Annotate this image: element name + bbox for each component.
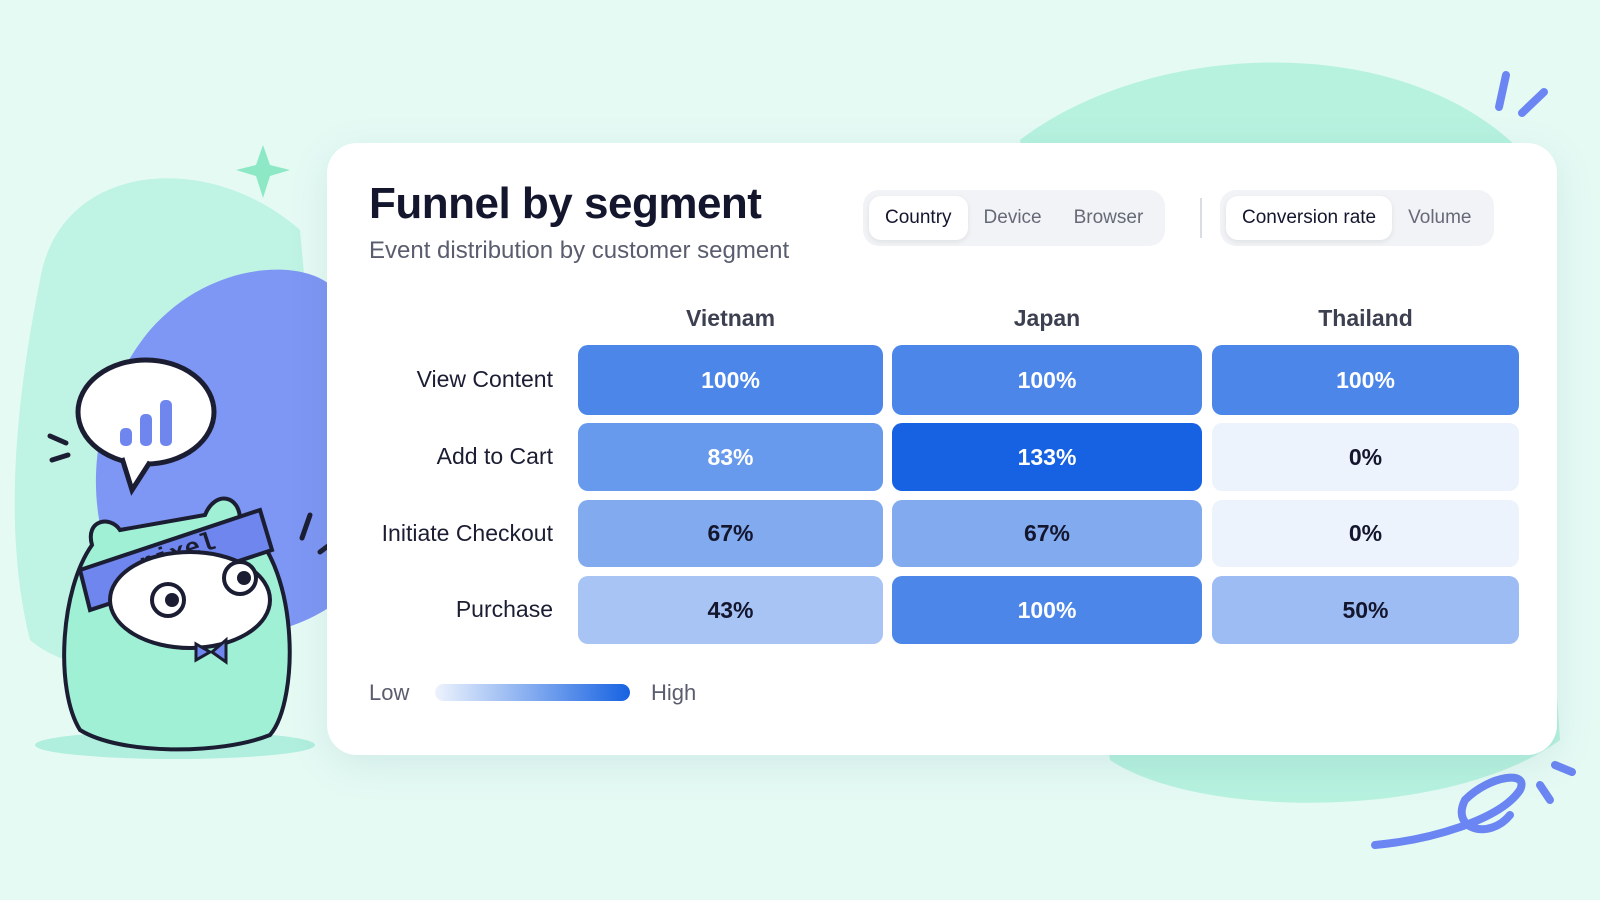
cell-label: 67% (1023, 520, 1071, 546)
cell-label: 100% (1017, 366, 1077, 393)
heatmap-cell: 100% (578, 345, 883, 415)
cell-label: 0% (1348, 443, 1383, 470)
heatmap-cell: 133% (892, 423, 1202, 491)
segment-tabs: Country Device Browser (863, 190, 1166, 246)
divider (1200, 198, 1202, 238)
cell-label: 50% (1342, 596, 1389, 623)
heatmap-cell: 100% (892, 345, 1202, 415)
heatmap-cell: 0% (1212, 423, 1519, 491)
row-label: View Content (416, 366, 553, 392)
cell-label: 100% (701, 366, 760, 393)
metric-tab[interactable]: Conversion rate (1226, 196, 1393, 240)
heatmap-cell: 0% (1212, 500, 1519, 567)
row-label: Initiate Checkout (381, 519, 553, 546)
metric-tab[interactable]: Volume (1408, 207, 1472, 228)
chart-title: Funnel by segment (369, 179, 762, 228)
heatmap-cell: 50% (1212, 576, 1519, 644)
mascot: pixel (35, 357, 339, 759)
segment-tab[interactable]: Device (983, 207, 1042, 228)
cell-label: 83% (707, 443, 754, 470)
heatmap-cell: 67% (892, 500, 1202, 567)
cell-label: 100% (1336, 366, 1395, 393)
sparkle (236, 145, 290, 198)
segment-tab[interactable]: Country (869, 196, 968, 240)
segment-tab[interactable]: Browser (1073, 207, 1144, 228)
heatmap-cell: 100% (1212, 345, 1519, 415)
column-header: Thailand (1318, 305, 1413, 331)
doodle (1371, 71, 1576, 849)
cell-label: 67% (707, 520, 754, 546)
cell-label: 133% (1017, 443, 1077, 470)
legend-low: Low (369, 680, 410, 705)
row-label: Add to Cart (436, 443, 553, 469)
chart-subtitle: Event distribution by customer segment (369, 237, 790, 264)
metric-tabs: Conversion rate Volume (1220, 190, 1494, 246)
row-label: Purchase (455, 596, 553, 622)
cell-label: 100% (1017, 596, 1077, 623)
legend-high: High (651, 680, 697, 705)
heatmap-cell: 43% (578, 576, 883, 644)
heatmap-cell: 67% (578, 500, 883, 567)
column-header: Vietnam (685, 305, 776, 331)
cell-label: 43% (707, 596, 754, 623)
heatmap-cell: 100% (892, 576, 1202, 644)
column-header: Japan (1013, 305, 1081, 331)
heatmap-cell: 83% (578, 423, 883, 491)
legend-gradient (435, 684, 630, 701)
card: Funnel by segment Event distribution by … (327, 143, 1557, 755)
cell-label: 0% (1348, 520, 1383, 546)
